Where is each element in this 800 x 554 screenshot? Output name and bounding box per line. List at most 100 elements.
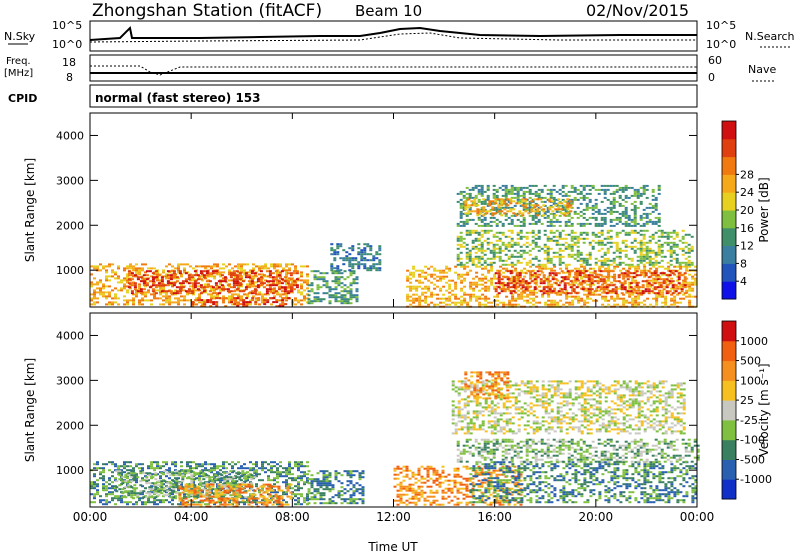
power-cell (571, 287, 575, 290)
power-cell (498, 202, 502, 205)
power-cell (562, 291, 566, 294)
power-cell (519, 186, 523, 189)
power-cell (677, 272, 681, 275)
power-cell (427, 289, 431, 292)
power-cell (456, 243, 460, 246)
power-cell (525, 245, 529, 248)
power-cell (565, 265, 569, 268)
power-cell (517, 275, 521, 278)
power-cell (621, 198, 625, 201)
power-cell (528, 231, 532, 234)
power-cell (519, 261, 523, 264)
power-cell (669, 263, 673, 266)
power-cell (486, 247, 490, 250)
velocity-cell (210, 469, 213, 472)
power-cell (178, 292, 182, 295)
power-cell (575, 276, 579, 279)
velocity-cell (181, 478, 185, 481)
power-cell (189, 265, 192, 268)
power-cell (540, 222, 544, 225)
power-cell (509, 200, 513, 203)
velocity-cell (297, 481, 300, 484)
power-cell (459, 239, 463, 242)
power-cell (415, 269, 419, 272)
power-cell (474, 245, 478, 248)
power-cell (579, 253, 583, 256)
power-cell (551, 272, 555, 275)
power-cell (126, 301, 129, 304)
velocity-cell (150, 461, 153, 464)
velocity-cell (145, 492, 149, 495)
power-cell (554, 274, 558, 277)
power-cell (346, 290, 350, 293)
power-cell (694, 269, 698, 272)
power-cell (232, 284, 236, 287)
power-cell (657, 216, 661, 219)
power-cell (683, 286, 687, 289)
power-cell (459, 214, 463, 217)
power-cell (549, 224, 553, 227)
power-cell (357, 243, 361, 246)
power-cell (484, 303, 488, 306)
power-cell (239, 299, 243, 302)
power-cell (576, 188, 580, 191)
power-cell (494, 272, 498, 275)
power-cell (436, 275, 440, 278)
power-cell (673, 301, 677, 304)
power-cell (591, 247, 595, 250)
power-cell (114, 277, 117, 280)
velocity-cell (133, 488, 137, 491)
power-cell (470, 210, 474, 213)
power-cell (508, 299, 512, 302)
velocity-cell (303, 471, 306, 474)
power-cell (667, 265, 671, 268)
power-cell (463, 267, 467, 270)
power-cell (409, 287, 413, 290)
velocity-cell (154, 486, 158, 489)
power-cell (522, 235, 526, 238)
velocity-cell (102, 471, 105, 474)
power-cell (579, 233, 583, 236)
power-cell (474, 186, 478, 189)
power-cell (334, 298, 338, 301)
velocity-cell (148, 494, 152, 497)
velocity-cell (135, 501, 138, 504)
power-cell (640, 289, 644, 292)
power-cell (240, 297, 243, 300)
power-cell (609, 202, 613, 205)
power-cell (105, 297, 108, 300)
power-cell (468, 229, 472, 232)
power-colorbar-tick-label: 24 (740, 186, 754, 199)
power-cell (653, 288, 657, 291)
power-cell (510, 186, 514, 189)
power-cell (459, 192, 463, 195)
power-cell (535, 301, 539, 304)
power-cell (502, 303, 506, 306)
power-cell (433, 267, 437, 270)
power-cell (268, 274, 272, 277)
power-cell (509, 210, 513, 213)
power-cell (588, 253, 592, 256)
power-cell (489, 261, 493, 264)
power-cell (232, 274, 236, 277)
power-cell (457, 301, 461, 304)
power-cell (459, 212, 463, 215)
power-cell (579, 214, 583, 217)
power-cell (459, 245, 463, 248)
velocity-cell (163, 470, 167, 473)
power-cell (546, 255, 550, 258)
power-cell (509, 282, 513, 285)
power-cell (208, 290, 212, 293)
power-cell (360, 259, 364, 262)
power-cell (497, 286, 501, 289)
power-cell (503, 208, 507, 211)
power-cell (271, 292, 275, 295)
power-cell (510, 239, 514, 242)
power-cell (581, 286, 585, 289)
power-cell (193, 280, 197, 283)
power-cell (99, 287, 102, 290)
velocity-cell (201, 501, 204, 504)
power-cell (504, 253, 508, 256)
power-cell (653, 270, 657, 273)
